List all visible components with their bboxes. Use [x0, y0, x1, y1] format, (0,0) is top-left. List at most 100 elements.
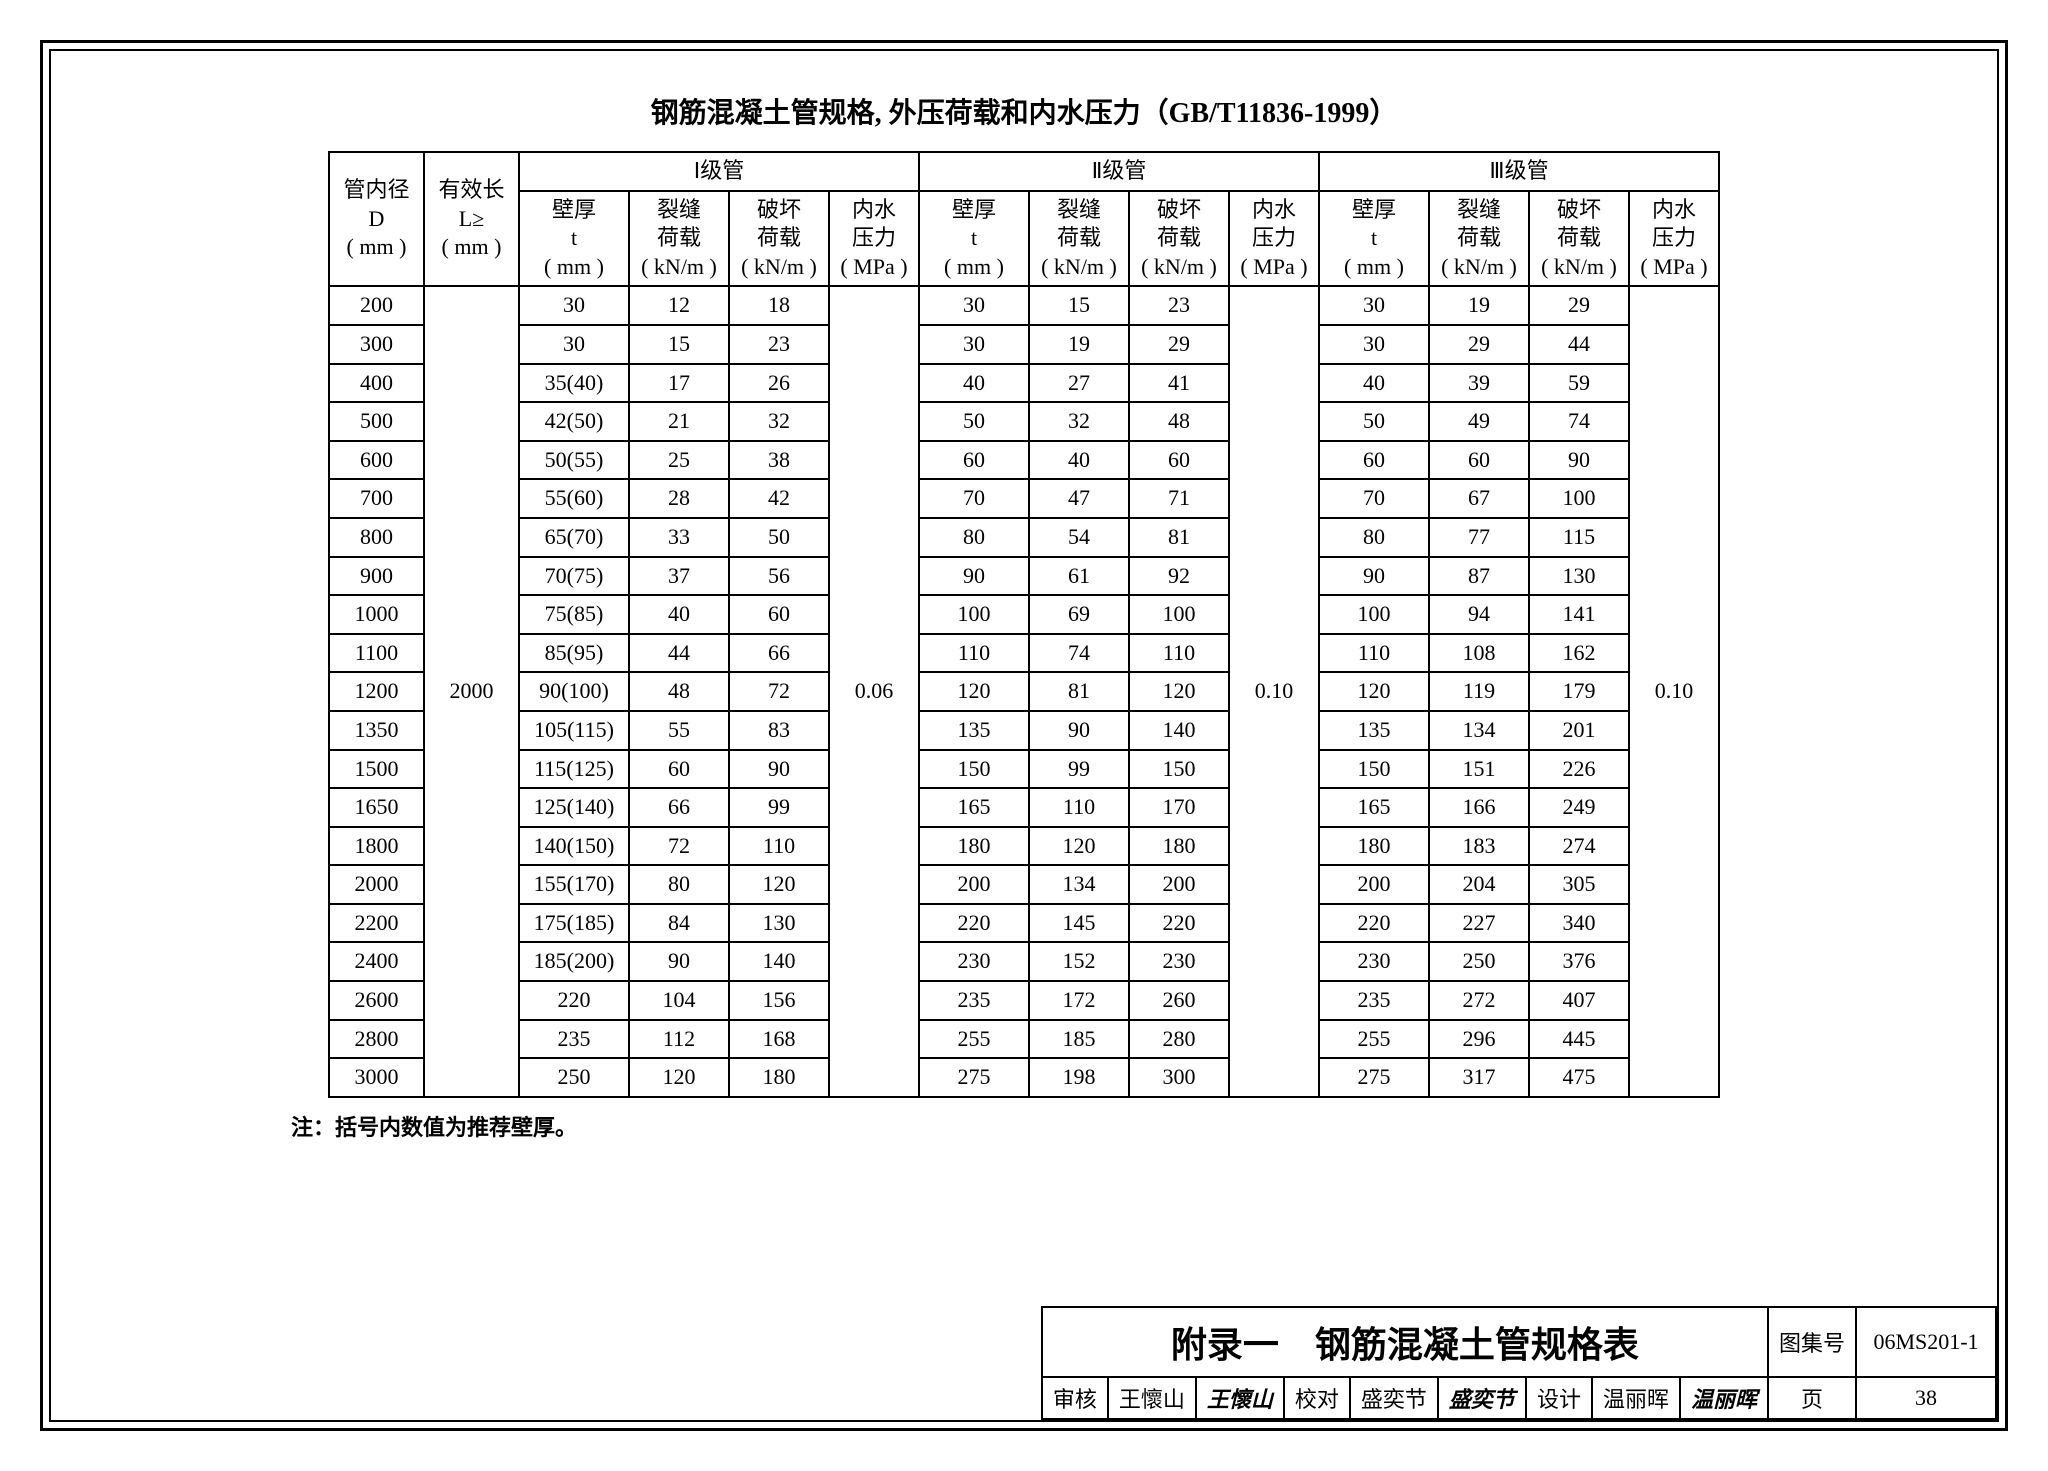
- cell-b2: 41: [1129, 364, 1229, 403]
- cell-d: 1350: [329, 711, 424, 750]
- cell-t2: 30: [919, 286, 1029, 325]
- cell-c2: 61: [1029, 557, 1129, 596]
- cell-c3: 272: [1429, 981, 1529, 1020]
- cell-b2: 140: [1129, 711, 1229, 750]
- header-press1: 内水 压力 ( MPa ): [829, 191, 919, 287]
- cell-c2: 134: [1029, 865, 1129, 904]
- cell-c3: 94: [1429, 595, 1529, 634]
- cell-b3: 274: [1529, 827, 1629, 866]
- cell-b1: 18: [729, 286, 829, 325]
- cell-t1: 30: [519, 325, 629, 364]
- cell-t2: 120: [919, 672, 1029, 711]
- header-crack3: 裂缝 荷载 ( kN/m ): [1429, 191, 1529, 287]
- table-row: 50042(50)2132503248504974: [329, 402, 1719, 441]
- check-label: 审核: [1042, 1377, 1108, 1419]
- cell-c1: 55: [629, 711, 729, 750]
- cell-t1: 140(150): [519, 827, 629, 866]
- cell-b2: 200: [1129, 865, 1229, 904]
- cell-c2: 152: [1029, 942, 1129, 981]
- cell-c3: 151: [1429, 750, 1529, 789]
- cell-c1: 60: [629, 750, 729, 789]
- cell-t2: 180: [919, 827, 1029, 866]
- cell-b1: 180: [729, 1058, 829, 1097]
- cell-c2: 120: [1029, 827, 1129, 866]
- cell-b1: 168: [729, 1020, 829, 1059]
- cell-b3: 376: [1529, 942, 1629, 981]
- cell-b2: 280: [1129, 1020, 1229, 1059]
- tuji-value: 06MS201-1: [1856, 1307, 1996, 1377]
- cell-b1: 110: [729, 827, 829, 866]
- cell-t3: 180: [1319, 827, 1429, 866]
- cell-b1: 156: [729, 981, 829, 1020]
- cell-t3: 80: [1319, 518, 1429, 557]
- cell-t2: 90: [919, 557, 1029, 596]
- table-row: 1350105(115)558313590140135134201: [329, 711, 1719, 750]
- cell-b1: 72: [729, 672, 829, 711]
- cell-c3: 250: [1429, 942, 1529, 981]
- cell-b3: 475: [1529, 1058, 1629, 1097]
- cell-t1: 50(55): [519, 441, 629, 480]
- cell-t3: 90: [1319, 557, 1429, 596]
- header-length: 有效长 L≥ ( mm ): [424, 152, 519, 286]
- cell-b2: 92: [1129, 557, 1229, 596]
- cell-c2: 19: [1029, 325, 1129, 364]
- cell-c1: 17: [629, 364, 729, 403]
- cell-b3: 29: [1529, 286, 1629, 325]
- cell-b2: 71: [1129, 479, 1229, 518]
- cell-c3: 19: [1429, 286, 1529, 325]
- cell-b1: 42: [729, 479, 829, 518]
- cell-t2: 100: [919, 595, 1029, 634]
- cell-t2: 40: [919, 364, 1029, 403]
- cell-t2: 200: [919, 865, 1029, 904]
- cell-c3: 87: [1429, 557, 1529, 596]
- table-row: 80065(70)33508054818077115: [329, 518, 1719, 557]
- cell-b2: 220: [1129, 904, 1229, 943]
- table-row: 3000250120180275198300275317475: [329, 1058, 1719, 1097]
- cell-p2: 0.10: [1229, 286, 1319, 1096]
- cell-L: 2000: [424, 286, 519, 1096]
- cell-c1: 112: [629, 1020, 729, 1059]
- cell-t3: 30: [1319, 286, 1429, 325]
- cell-t2: 165: [919, 788, 1029, 827]
- table-row: 70055(60)28427047717067100: [329, 479, 1719, 518]
- cell-c2: 74: [1029, 634, 1129, 673]
- cell-c1: 104: [629, 981, 729, 1020]
- cell-c1: 12: [629, 286, 729, 325]
- cell-t3: 135: [1319, 711, 1429, 750]
- cell-c1: 84: [629, 904, 729, 943]
- cell-c1: 120: [629, 1058, 729, 1097]
- cell-t2: 255: [919, 1020, 1029, 1059]
- cell-c1: 90: [629, 942, 729, 981]
- title-block: 附录一 钢筋混凝土管规格表 图集号 06MS201-1 审核 王懷山 王懷山 校…: [1041, 1306, 1997, 1420]
- page-value: 38: [1856, 1377, 1996, 1419]
- cell-d: 2800: [329, 1020, 424, 1059]
- cell-c2: 47: [1029, 479, 1129, 518]
- cell-t1: 42(50): [519, 402, 629, 441]
- cell-b2: 60: [1129, 441, 1229, 480]
- header-break3: 破坏 荷载 ( kN/m ): [1529, 191, 1629, 287]
- cell-c3: 60: [1429, 441, 1529, 480]
- cell-t3: 235: [1319, 981, 1429, 1020]
- cell-t1: 235: [519, 1020, 629, 1059]
- cell-t2: 110: [919, 634, 1029, 673]
- cell-t3: 150: [1319, 750, 1429, 789]
- cell-p3: 0.10: [1629, 286, 1719, 1096]
- cell-d: 1650: [329, 788, 424, 827]
- cell-t1: 75(85): [519, 595, 629, 634]
- proof-name: 盛奕节: [1350, 1377, 1438, 1419]
- cell-t1: 70(75): [519, 557, 629, 596]
- cell-b1: 23: [729, 325, 829, 364]
- cell-t1: 220: [519, 981, 629, 1020]
- cell-b3: 130: [1529, 557, 1629, 596]
- cell-t2: 235: [919, 981, 1029, 1020]
- cell-c2: 15: [1029, 286, 1129, 325]
- cell-b3: 141: [1529, 595, 1629, 634]
- cell-b1: 32: [729, 402, 829, 441]
- cell-b1: 60: [729, 595, 829, 634]
- table-row: 1500115(125)609015099150150151226: [329, 750, 1719, 789]
- cell-t1: 30: [519, 286, 629, 325]
- cell-b1: 38: [729, 441, 829, 480]
- spec-table: 管内径 D ( mm ) 有效长 L≥ ( mm ) Ⅰ级管 Ⅱ级管 Ⅲ级管 壁…: [328, 151, 1720, 1098]
- cell-b1: 83: [729, 711, 829, 750]
- cell-c1: 33: [629, 518, 729, 557]
